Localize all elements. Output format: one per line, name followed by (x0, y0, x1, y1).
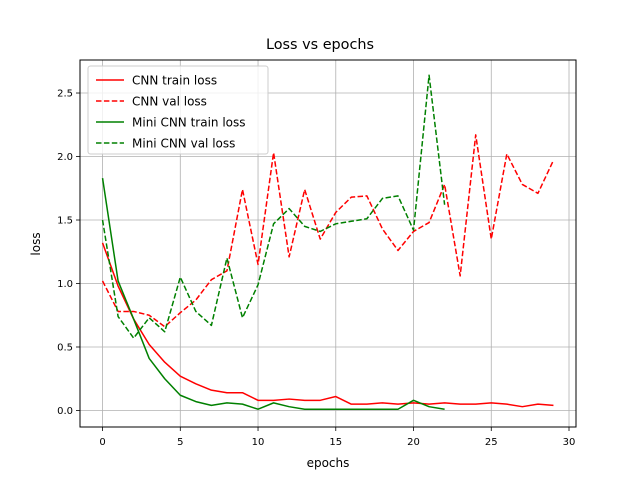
y-axis-label: loss (29, 232, 43, 255)
series-line-cnn-train-loss (101, 242, 554, 408)
y-tick-label: 2.5 (57, 89, 73, 100)
legend-box (87, 65, 269, 155)
y-tick-label: 0.5 (57, 342, 73, 353)
series-layer (101, 74, 555, 410)
legend-label: Mini CNN val loss (132, 137, 235, 151)
y-tick-label: 2.0 (57, 152, 73, 163)
x-tick-label: 25 (485, 437, 498, 448)
tick-layer: 0 5 10 15 20 25 30 0.0 0.5 1.0 1.5 2.0 2.5 (57, 89, 575, 448)
x-tick-label: 15 (329, 437, 342, 448)
series-line-mini-cnn-val-loss (101, 74, 446, 339)
x-tick-label: 10 (252, 437, 265, 448)
series-line-cnn-val-loss (101, 134, 555, 328)
legend-label: CNN val loss (132, 95, 207, 109)
x-tick-label: 0 (99, 437, 105, 448)
axes-frame (79, 59, 577, 428)
y-tick-label: 1.0 (57, 279, 73, 290)
x-tick-label: 30 (563, 437, 576, 448)
y-tick-label: 0.0 (57, 406, 73, 417)
x-tick-label: 5 (177, 437, 183, 448)
legend-label: Mini CNN train loss (132, 116, 246, 130)
x-axis-label: epochs (307, 456, 350, 470)
series-line-mini-cnn-train-loss (101, 177, 445, 410)
chart-title: Loss vs epochs (266, 37, 374, 53)
y-tick-label: 1.5 (57, 216, 73, 227)
legend-label: CNN train loss (132, 74, 217, 88)
x-tick-label: 20 (407, 437, 420, 448)
legend: CNN train loss CNN val loss Mini CNN train… (87, 65, 269, 155)
